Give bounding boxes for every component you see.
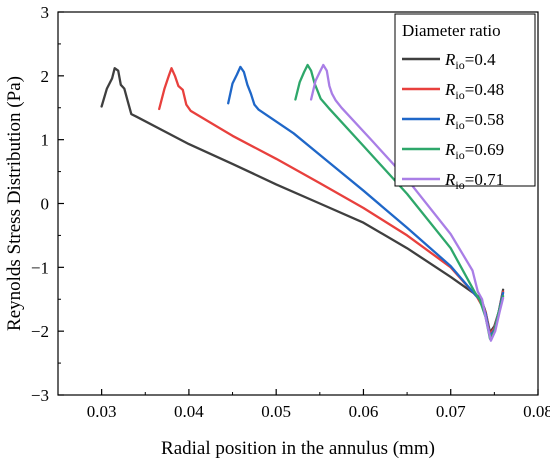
- series-lines: [100, 63, 505, 342]
- legend-value: =0.58: [465, 110, 504, 129]
- legend-subscript: io: [455, 148, 464, 162]
- legend-symbol: R: [444, 80, 456, 99]
- legend-subscript: io: [455, 58, 464, 72]
- x-tick-label: 0.07: [436, 402, 466, 421]
- legend-value: =0.48: [465, 80, 504, 99]
- legend-subscript: io: [455, 88, 464, 102]
- x-tick-label: 0.03: [87, 402, 117, 421]
- legend-title: Diameter ratio: [402, 21, 501, 40]
- y-tick-label: 2: [41, 67, 50, 86]
- legend-box: [394, 13, 536, 187]
- y-axis-label: Reynolds Stress Distribution (Pa): [4, 76, 25, 331]
- y-tick-label: 0: [41, 195, 50, 214]
- legend-subscript: io: [455, 178, 464, 192]
- legend-entry-2: Rio=0.58: [444, 110, 504, 132]
- legend-symbol: R: [444, 50, 456, 69]
- y-tick-label: 1: [41, 131, 50, 150]
- y-tick-label: −2: [31, 322, 49, 341]
- legend-value: =0.69: [465, 140, 504, 159]
- legend-symbol: R: [444, 140, 456, 159]
- axis-ticks: 0.03 0.04 0.05 0.06 0.07 0.08 3 2 1 0 −1 −2 −3: [31, 3, 550, 421]
- legend-entry-3: Rio=0.69: [444, 140, 504, 162]
- x-tick-label: 0.08: [523, 402, 550, 421]
- legend-entry-0: Rio=0.4: [444, 50, 496, 72]
- x-axis-label: Radial position in the annulus (mm): [161, 438, 435, 459]
- x-tick-label: 0.06: [349, 402, 379, 421]
- legend-value: =0.71: [465, 170, 504, 189]
- legend-symbol: R: [444, 110, 456, 129]
- y-tick-label: 3: [41, 3, 50, 22]
- x-tick-label: 0.05: [261, 402, 291, 421]
- legend-symbol: R: [444, 170, 456, 189]
- y-tick-label: −3: [31, 386, 49, 405]
- legend-value: =0.4: [465, 50, 496, 69]
- x-tick-label: 0.04: [174, 402, 204, 421]
- y-tick-label: −1: [31, 258, 49, 277]
- legend-subscript: io: [455, 118, 464, 132]
- legend-entry-4: Rio=0.71: [444, 170, 504, 192]
- legend-entry-1: Rio=0.48: [444, 80, 504, 102]
- legend: Diameter ratioRio=0.4Rio=0.48Rio=0.58Rio…: [394, 13, 536, 192]
- series-line-4: [309, 63, 505, 342]
